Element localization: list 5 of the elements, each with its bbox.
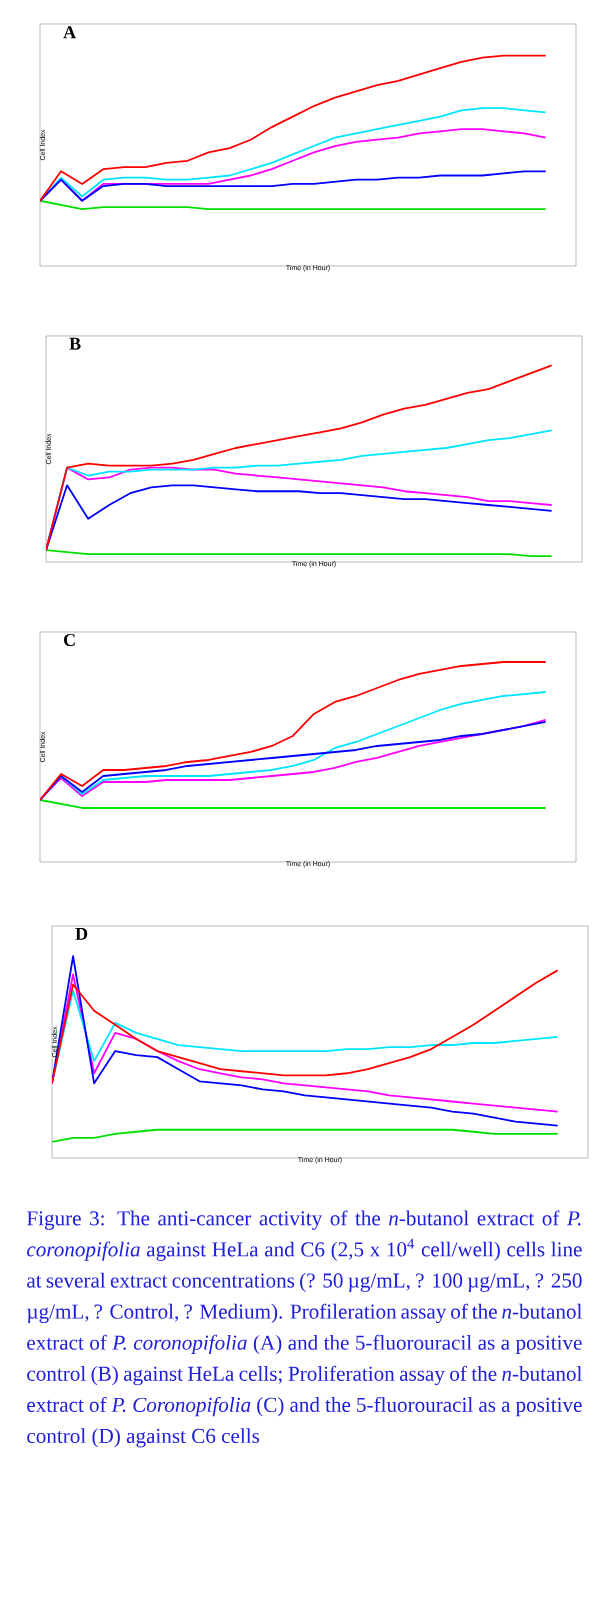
chart-title: B: [69, 337, 81, 350]
text: Figure 3: The anti-cancer activity of the n-butanol extract of P. coronopifolia against HeLa and C6 (2,5 x 10$^{4}$ cell/well) cells line at several extract concentrations (? 50 µg/mL, ? 100 µg/mL, ? 250 µg/mL, ? Control, ? Medium). Profileration assay of the n-butanol extract of P. coronopifolia (A) and the 5-fluorouracil as a positive control (B) against HeLa cells; Proliferation assay of the n-butanol extract of P. Coronopifolia (C) and the 5-fluorouracil as a positive control (D) against C6 cells: [26, 1210, 582, 1448]
chart-title: C: [63, 633, 75, 647]
chart-title: D: [75, 928, 88, 940]
chart-title: A: [63, 26, 76, 39]
